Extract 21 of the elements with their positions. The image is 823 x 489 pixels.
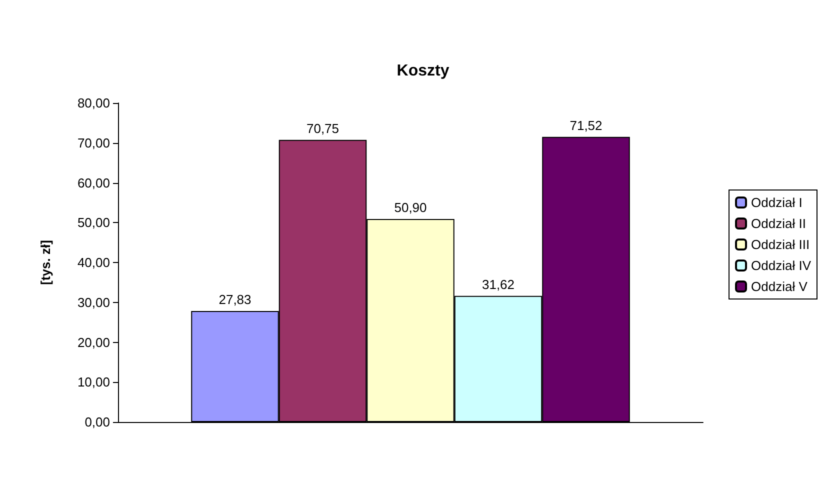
data-label: 71,52: [570, 118, 602, 133]
chart-title: Koszty: [396, 62, 450, 80]
y-tick-label: 60,00: [77, 175, 110, 190]
y-tick-label: 10,00: [77, 374, 110, 390]
y-tick-label: 70,00: [77, 135, 110, 150]
data-label: 27,83: [218, 292, 252, 308]
legend-label: Oddział I: [751, 195, 802, 210]
legend-label: Oddział IV: [751, 258, 812, 273]
data-label: 50,90: [394, 200, 427, 216]
y-tick-label: 50,00: [77, 215, 110, 230]
y-tick-label: 20,00: [77, 334, 110, 350]
y-tick-label: 0,00: [84, 414, 110, 430]
legend-label: Oddział II: [751, 216, 806, 231]
y-axis-title: [tys. zł]: [38, 240, 53, 285]
y-tick-label: 30,00: [77, 294, 110, 310]
legend-label: Oddział V: [751, 279, 808, 294]
legend-label: Oddział III: [751, 237, 810, 252]
y-tick-label: 40,00: [77, 255, 110, 270]
y-tick-label: 80,00: [77, 96, 110, 110]
data-label: 31,62: [482, 276, 515, 292]
data-label: 70,75: [306, 120, 340, 136]
